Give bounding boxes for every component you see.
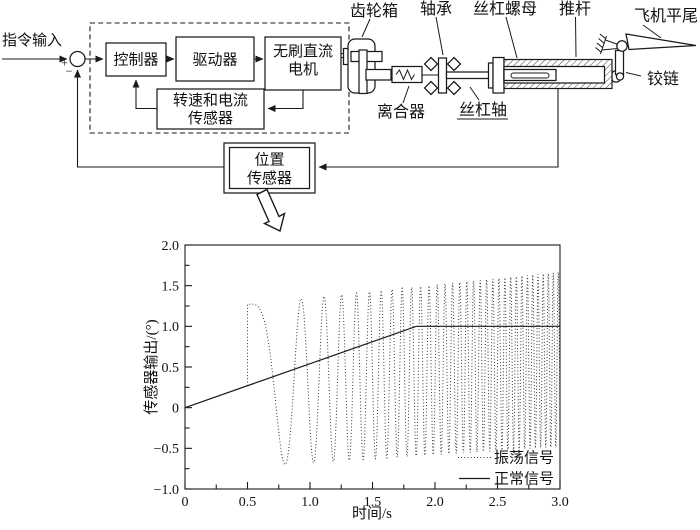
- aircraft-tail-leader-line: [642, 24, 662, 39]
- bearing-roller: [446, 80, 462, 96]
- x-tick-label: 0.5: [239, 495, 257, 510]
- y-tick-label: 1.5: [162, 279, 180, 294]
- driver-label: 驱动器: [192, 52, 237, 69]
- y-tick-label: 2.0: [162, 239, 180, 254]
- bearing-roller: [446, 56, 462, 72]
- tail-pivot-pin: [616, 40, 628, 52]
- hinge-leader-line: [625, 72, 642, 77]
- legend-oscillation-label: 振荡信号: [494, 450, 554, 467]
- mounting-wall-hatching: [595, 33, 607, 53]
- x-tick-label: 1.0: [301, 495, 319, 510]
- push-rod-label: 推杆: [559, 0, 591, 18]
- bearing-roller: [423, 80, 439, 96]
- sum-plus-sign: +: [61, 56, 68, 70]
- position-sensor-block-inner: [228, 146, 311, 190]
- x-tick-label: 1.5: [364, 495, 382, 510]
- summing-junction: [69, 50, 86, 68]
- screw-nut-step: [487, 62, 494, 89]
- hinge-label: 铰链: [647, 70, 679, 88]
- screw-shaft-inside-rod: [503, 68, 557, 82]
- position-feedback-arrow: [74, 69, 224, 168]
- bldc-motor-label-line2: 电机: [288, 61, 318, 78]
- bearing-leader-line: [435, 16, 444, 56]
- motor-to-speed-sensor-arrow: [267, 90, 304, 112]
- speed-current-sensor-label-line2: 传感器: [188, 110, 233, 127]
- x-tick-label: 3.0: [551, 495, 569, 510]
- clutch-spring-symbol: [395, 68, 415, 81]
- speed-sensor-to-controller-arrow: [132, 79, 157, 110]
- aircraft-tail-surface: [625, 33, 697, 51]
- screw-nut-label: 丝杠螺母: [473, 0, 537, 18]
- sum-minus-sign: −: [66, 64, 73, 78]
- gearbox-leader-line: [361, 18, 371, 38]
- legend-normal-label: 正常信号: [494, 471, 554, 488]
- control-block-diagram: 指令输入 + − 控制器 驱动器 无刷直流 电机 转速和电流 传感器 位置 传感…: [2, 22, 559, 194]
- screw-shaft-leader-line: [469, 86, 480, 101]
- driver-block: [175, 36, 255, 82]
- legend: 振荡信号 正常信号: [458, 450, 554, 488]
- bearing-label: 轴承: [420, 0, 452, 18]
- lead-screw-shaft: [445, 71, 490, 80]
- bearing-disc: [437, 57, 448, 94]
- wall-bracket-lower: [601, 48, 618, 51]
- speed-current-sensor-block: [156, 88, 265, 130]
- y-tick-label: 0: [172, 401, 179, 416]
- y-tick-label: 0.5: [162, 361, 180, 376]
- gearbox-output-gear: [365, 68, 392, 81]
- controller-block: [105, 42, 167, 77]
- bearing-roller: [423, 56, 439, 72]
- clutch-label: 离合器: [377, 103, 425, 121]
- position-sensor-label-line2: 传感器: [247, 170, 292, 187]
- y-tick-label: −1.0: [154, 483, 179, 498]
- actuator-schematic: [341, 33, 697, 96]
- y-tick-label: 1.0: [162, 320, 180, 335]
- part-labels: 齿轮箱 轴承 丝杠螺母 推杆 飞机平尾 铰链 离合器 丝杠轴: [350, 0, 698, 121]
- y-tick-label: −0.5: [154, 442, 179, 457]
- push-rod-leader-line: [575, 16, 577, 58]
- wall-bracket-upper: [605, 39, 619, 45]
- command-input-label: 指令输入: [2, 32, 62, 49]
- bldc-motor-label-line1: 无刷直流: [273, 43, 333, 60]
- x-axis-title: 时间/s: [352, 505, 392, 522]
- screw-nut-leader-line: [505, 16, 518, 59]
- x-tick-label: 2.5: [489, 495, 507, 510]
- aircraft-tail-label: 飞机平尾: [634, 7, 698, 25]
- position-sensor-label-line1: 位置: [254, 152, 284, 169]
- actuator-to-position-sensor-arrow: [318, 88, 559, 171]
- controller-label: 控制器: [113, 52, 158, 69]
- screw-shaft-label: 丝杠轴: [459, 101, 507, 119]
- x-axis-ticks: 0 0.5 1.0 1.5 2.0 2.5 3.0: [182, 482, 569, 510]
- zoom-callout-block-arrow: [256, 188, 286, 233]
- clutch-leader-line: [402, 85, 410, 104]
- speed-current-sensor-label-line1: 转速和电流: [173, 92, 248, 109]
- gearbox-label: 齿轮箱: [350, 2, 398, 20]
- y-axis-ticks: −1.0 −0.5 0 0.5 1.0 1.5 2.0: [154, 239, 192, 498]
- normal-signal-curve: [184, 325, 560, 409]
- y-axis-title: 传感器输出/(°): [143, 319, 160, 414]
- oscillation-signal-curve: [247, 270, 561, 466]
- tail-link-bar: [614, 49, 625, 76]
- signal-chart: −1.0 −0.5 0 0.5 1.0 1.5 2.0 0 0.5 1.0 1.5 2.0 2.5 3.…: [143, 239, 569, 522]
- x-tick-label: 0: [182, 495, 189, 510]
- screw-shaft-slot: [510, 72, 550, 79]
- hinge-pin: [615, 72, 625, 81]
- x-tick-label: 2.0: [426, 495, 444, 510]
- screw-nut-flange: [492, 56, 505, 94]
